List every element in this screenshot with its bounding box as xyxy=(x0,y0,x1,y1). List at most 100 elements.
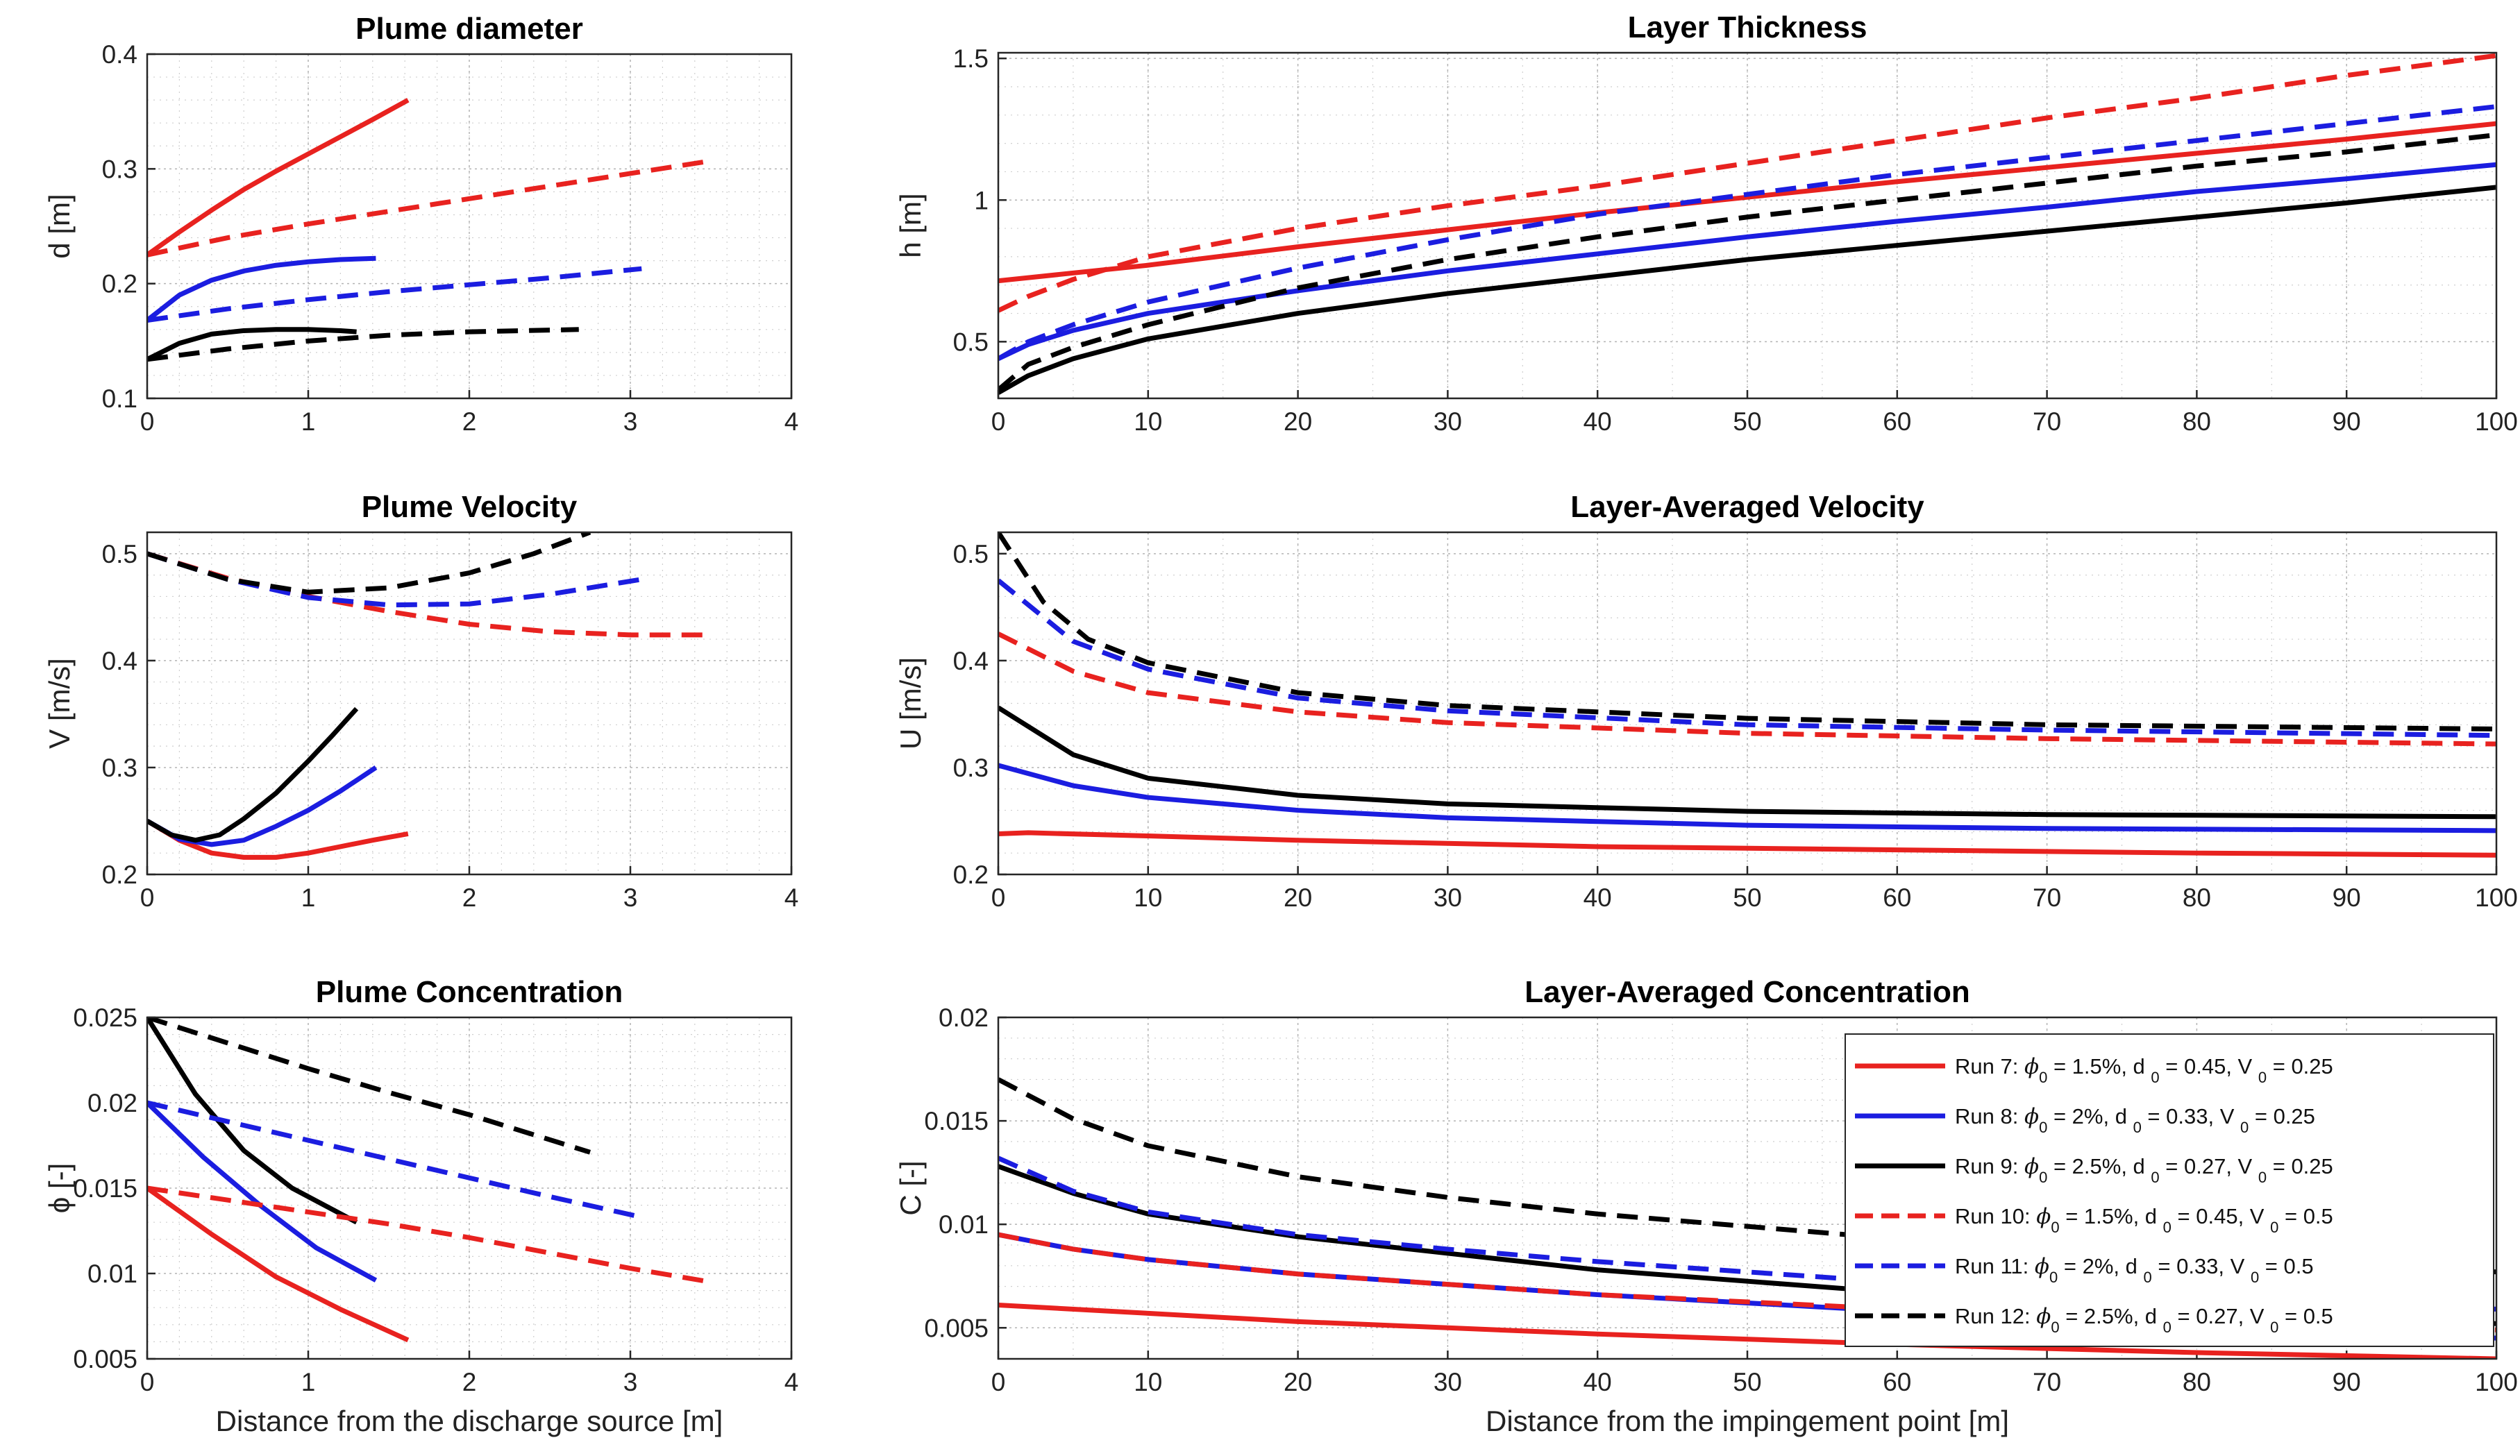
chart-panel-3: 0 1 2 3 4 0.2 0.3 0.4 0.5 Plume Velocity V [m/s] xyxy=(43,490,798,912)
series-group xyxy=(147,1017,712,1343)
x-tick-label: 20 xyxy=(1284,1368,1312,1396)
x-tick-label: 30 xyxy=(1434,883,1462,912)
chart-panel-2: 0 10 20 30 40 50 60 70 80 90 100 0.5 1 1.5 Layer Thick… xyxy=(894,10,2518,436)
legend-entry: Run 10: ϕ0 = 1.5%, d 0 = 0.45, V 0 = 0.5 xyxy=(1955,1204,2333,1236)
x-tick-label: 2 xyxy=(462,1368,477,1396)
x-tick-label: 50 xyxy=(1733,1368,1761,1396)
series-line-run-7 xyxy=(147,818,409,860)
y-tick-label: 0.4 xyxy=(953,647,989,675)
y-tick-label: 0.5 xyxy=(953,328,989,356)
y-axis-label: d [m] xyxy=(43,194,76,258)
y-tick-label: 0.3 xyxy=(953,754,989,782)
series-line-run-7 xyxy=(147,98,410,257)
legend-entry: Run 11: ϕ0 = 2%, d 0 = 0.33, V 0 = 0.5 xyxy=(1955,1254,2314,1286)
x-tick-label: 1 xyxy=(301,883,316,912)
y-tick-label: 0.015 xyxy=(924,1107,989,1135)
x-tick-label: 30 xyxy=(1434,1368,1462,1396)
legend-entry: Run 8: ϕ0 = 2%, d 0 = 0.33, V 0 = 0.25 xyxy=(1955,1104,2315,1136)
y-tick-label: 0.4 xyxy=(102,647,137,675)
chart-title: Layer-Averaged Velocity xyxy=(1570,490,1924,524)
x-tick-label: 80 xyxy=(2183,883,2211,912)
x-tick-label: 90 xyxy=(2333,407,2361,436)
x-tick-label: 100 xyxy=(2475,1368,2518,1396)
series-line-run-11 xyxy=(998,104,2496,361)
x-tick-label: 60 xyxy=(1883,883,1911,912)
series-line-run-12 xyxy=(147,532,591,595)
series-line-run-10 xyxy=(998,632,2496,747)
y-tick-label: 0.2 xyxy=(102,861,137,889)
chart-panel-1: 0 1 2 3 4 0.1 0.2 0.3 0.4 Plume diameter d [m] xyxy=(43,12,798,436)
x-tick-label: 40 xyxy=(1584,407,1612,436)
chart-title: Plume Velocity xyxy=(362,490,578,524)
series-line-run-12 xyxy=(998,132,2496,392)
axes-frame xyxy=(146,1016,793,1360)
series-line-run-8 xyxy=(998,162,2496,362)
x-tick-label: 30 xyxy=(1434,407,1462,436)
series-line-run-9 xyxy=(147,1017,358,1225)
y-axis-label: h [m] xyxy=(894,193,927,257)
y-tick-label: 0.5 xyxy=(953,540,989,568)
legend: Run 7: ϕ0 = 1.5%, d 0 = 0.45, V 0 = 0.25… xyxy=(1845,1033,2494,1347)
y-tick-label: 0.4 xyxy=(102,40,137,69)
x-tick-label: 10 xyxy=(1134,407,1162,436)
x-tick-label: 2 xyxy=(462,883,477,912)
x-tick-label: 60 xyxy=(1883,407,1911,436)
series-line-run-11 xyxy=(147,266,642,323)
series-line-run-9 xyxy=(998,705,2496,820)
y-tick-label: 0.01 xyxy=(939,1210,989,1239)
axes-frame xyxy=(146,531,793,876)
series-line-run-11 xyxy=(998,578,2496,738)
x-tick-label: 4 xyxy=(784,407,799,436)
series-line-run-8 xyxy=(998,763,2496,833)
y-tick-label: 0.3 xyxy=(102,155,137,183)
chart-title: Plume diameter xyxy=(355,12,583,46)
x-tick-label: 3 xyxy=(623,883,638,912)
x-tick-label: 10 xyxy=(1134,1368,1162,1396)
series-group xyxy=(998,1077,2496,1359)
y-tick-label: 0.2 xyxy=(953,861,989,889)
y-tick-label: 0.1 xyxy=(102,384,137,413)
x-tick-label: 0 xyxy=(991,407,1006,436)
y-tick-label: 0.2 xyxy=(102,270,137,298)
x-tick-label: 70 xyxy=(2033,883,2061,912)
y-tick-label: 1 xyxy=(974,186,989,214)
x-tick-label: 1 xyxy=(301,1368,316,1396)
y-tick-label: 0.005 xyxy=(924,1314,989,1342)
axes-frame xyxy=(997,1016,2498,1360)
y-tick-label: 0.025 xyxy=(73,1004,137,1032)
x-tick-label: 80 xyxy=(2183,407,2211,436)
chart-title: Layer Thickness xyxy=(1628,10,1867,44)
series-line-run-10 xyxy=(147,158,712,257)
series-group xyxy=(147,98,712,362)
x-tick-label: 100 xyxy=(2475,407,2518,436)
series-line-run-12 xyxy=(147,327,579,362)
x-axis-label: Distance from the impingement point [m] xyxy=(1486,1405,2009,1437)
y-axis-label: V [m/s] xyxy=(43,658,76,749)
axes-frame xyxy=(997,51,2498,400)
chart-panel-6: 0 10 20 30 40 50 60 70 80 90 100 0.005 0.01 0.015 0.02… xyxy=(894,975,2518,1437)
series-line-run-7 xyxy=(998,830,2496,858)
x-tick-label: 90 xyxy=(2333,1368,2361,1396)
series-line-run-10 xyxy=(998,53,2496,313)
y-tick-label: 0.02 xyxy=(939,1004,989,1032)
y-tick-label: 1.5 xyxy=(953,44,989,73)
x-tick-label: 0 xyxy=(991,1368,1006,1396)
x-tick-label: 0 xyxy=(140,883,155,912)
axes-frame xyxy=(997,531,2498,876)
legend-entry: Run 7: ϕ0 = 1.5%, d 0 = 0.45, V 0 = 0.25 xyxy=(1955,1054,2333,1086)
legend-entry: Run 12: ϕ0 = 2.5%, d 0 = 0.27, V 0 = 0.5 xyxy=(1955,1304,2333,1336)
x-tick-label: 4 xyxy=(784,1368,799,1396)
series-line-run-7 xyxy=(998,1302,2496,1359)
series-line-run-8 xyxy=(147,255,376,323)
x-tick-label: 0 xyxy=(140,1368,155,1396)
y-tick-label: 0.005 xyxy=(73,1345,137,1373)
x-tick-label: 40 xyxy=(1584,883,1612,912)
series-line-run-12 xyxy=(998,532,2496,731)
y-tick-label: 0.015 xyxy=(73,1174,137,1203)
legend-entry: Run 9: ϕ0 = 2.5%, d 0 = 0.27, V 0 = 0.25 xyxy=(1955,1154,2333,1186)
series-line-run-7 xyxy=(147,1186,410,1343)
x-tick-label: 90 xyxy=(2333,883,2361,912)
series-line-run-9 xyxy=(998,185,2496,395)
chart-title: Plume Concentration xyxy=(316,975,623,1009)
